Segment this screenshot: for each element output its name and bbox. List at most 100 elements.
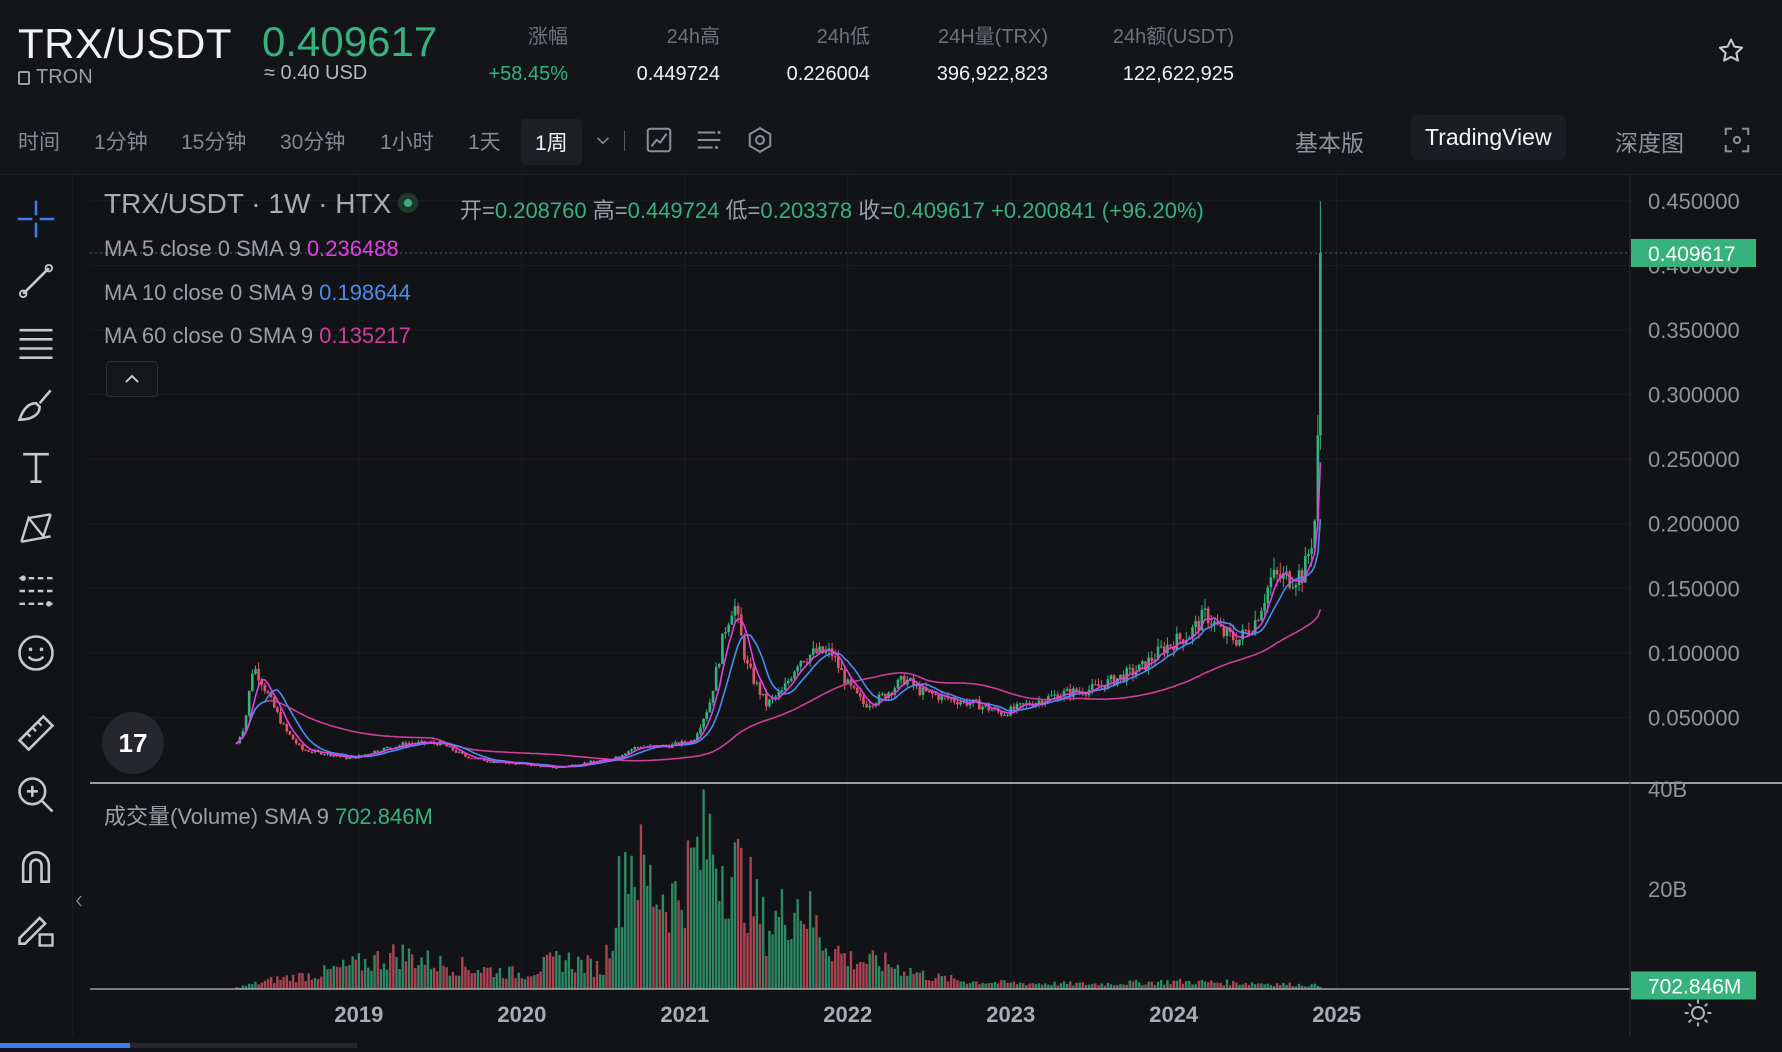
volume-bar	[953, 978, 956, 989]
volume-bar	[730, 877, 734, 989]
candle-body	[921, 687, 925, 696]
lock-drawing-icon[interactable]	[14, 907, 58, 951]
candle-body	[514, 763, 517, 765]
volume-bar	[1018, 982, 1022, 989]
trend-line-icon[interactable]	[14, 259, 58, 303]
price-tick-label: 0.300000	[1648, 383, 1740, 408]
timeframe-time[interactable]: 时间	[18, 131, 60, 154]
settings-icon[interactable]	[745, 125, 775, 155]
timeframe-1m[interactable]: 1分钟	[94, 131, 148, 154]
emoji-icon[interactable]	[14, 631, 58, 675]
volume-value: 702.846M	[334, 804, 433, 829]
view-depth[interactable]: 深度图	[1615, 130, 1684, 156]
volume-bar	[931, 981, 934, 989]
volume-bar	[1232, 980, 1235, 989]
volume-bar	[918, 972, 922, 989]
volume-bar	[849, 951, 853, 989]
candle-body	[633, 747, 636, 750]
candle-body	[1006, 714, 1009, 716]
candle-body	[915, 685, 919, 687]
candle-body	[1225, 628, 1229, 637]
indicators-icon[interactable]	[694, 125, 724, 155]
close-label: 收=	[858, 198, 894, 223]
ma5-line	[236, 462, 1322, 769]
candle-body	[473, 758, 477, 760]
price-tick-label: 0.250000	[1648, 447, 1740, 472]
volume-bar	[273, 983, 276, 989]
volume-bar	[1075, 982, 1078, 989]
volume-bar	[1056, 985, 1059, 989]
volume-bar	[724, 918, 727, 989]
horizontal-lines-icon[interactable]	[14, 321, 58, 365]
volume-bar	[307, 973, 310, 989]
view-tradingview[interactable]: TradingView	[1411, 115, 1566, 160]
volume-bar	[1316, 985, 1320, 989]
timeframe-30m[interactable]: 30分钟	[280, 131, 346, 154]
volume-bar	[238, 987, 242, 989]
crosshair-icon[interactable]	[14, 197, 58, 241]
star-icon[interactable]	[1716, 36, 1746, 66]
candle-body	[1015, 703, 1019, 710]
volume-bar	[899, 975, 903, 989]
tradingview-logo[interactable]: 17	[102, 712, 164, 774]
screenshot-icon[interactable]	[1722, 125, 1752, 155]
magnet-icon[interactable]	[14, 845, 58, 889]
chart-settings-sun-icon[interactable]	[1682, 997, 1714, 1029]
volume-bar	[414, 968, 417, 989]
volume-bar	[561, 971, 564, 989]
last-volume-tag	[1631, 971, 1756, 1000]
candle-body	[711, 690, 715, 703]
chart-type-icon[interactable]	[644, 125, 674, 155]
ruler-icon[interactable]	[14, 711, 58, 755]
usd-price: ≈ 0.40 USD	[264, 62, 368, 84]
volume-bar	[1263, 984, 1266, 989]
collapse-legend-button[interactable]	[106, 361, 158, 397]
ma10-line	[236, 519, 1322, 768]
price-tick-label: 0.050000	[1648, 705, 1740, 730]
candle-body	[896, 679, 900, 689]
text-icon[interactable]	[14, 445, 58, 489]
candle-body	[739, 614, 743, 636]
volume-bar	[736, 838, 740, 989]
volume-bar	[780, 889, 784, 989]
candle-body	[1153, 659, 1157, 661]
fibonacci-icon[interactable]	[14, 569, 58, 613]
volume-bar	[382, 963, 386, 989]
volume-bar	[479, 972, 483, 989]
candle-body	[783, 683, 787, 691]
candle-body	[448, 746, 452, 748]
candle-body	[1291, 587, 1295, 589]
volume-bar	[1091, 983, 1094, 989]
chevron-down-icon[interactable]	[590, 125, 616, 155]
timeframe-1h[interactable]: 1小时	[380, 131, 434, 154]
volume-bar	[467, 970, 470, 989]
chevron-left-icon[interactable]	[74, 893, 84, 909]
timeframe-1d[interactable]: 1天	[468, 131, 501, 154]
candle-body	[1266, 587, 1270, 603]
candle-body	[743, 635, 746, 660]
volume-bar	[718, 901, 721, 989]
view-basic[interactable]: 基本版	[1295, 130, 1364, 156]
candle-body	[1163, 646, 1166, 654]
ma60-legend: MA 60 close 0 SMA 9 0.135217	[104, 323, 411, 349]
volume-bar	[555, 950, 558, 989]
volume-bar	[398, 969, 401, 989]
zoom-in-icon[interactable]	[14, 773, 58, 817]
brush-icon[interactable]	[14, 383, 58, 427]
timeframe-15m[interactable]: 15分钟	[181, 131, 247, 154]
candle-body	[680, 741, 683, 745]
ma60-value: 0.135217	[319, 323, 411, 348]
candle-body	[260, 680, 264, 685]
volume-bar	[796, 899, 799, 989]
timeframe-1w[interactable]: 1周	[521, 119, 582, 165]
volume-bar	[602, 974, 605, 989]
candle-body	[301, 744, 304, 750]
pattern-icon[interactable]	[14, 507, 58, 551]
candle-body	[761, 693, 765, 695]
chart-toolbar: 时间 1分钟 15分钟 30分钟 1小时 1天 1周 基本版 TradingVi…	[0, 108, 1782, 175]
high-label: 高=	[592, 198, 628, 223]
volume-bar	[1313, 983, 1316, 989]
volume-bar	[837, 945, 840, 989]
volume-bar	[1125, 984, 1128, 989]
